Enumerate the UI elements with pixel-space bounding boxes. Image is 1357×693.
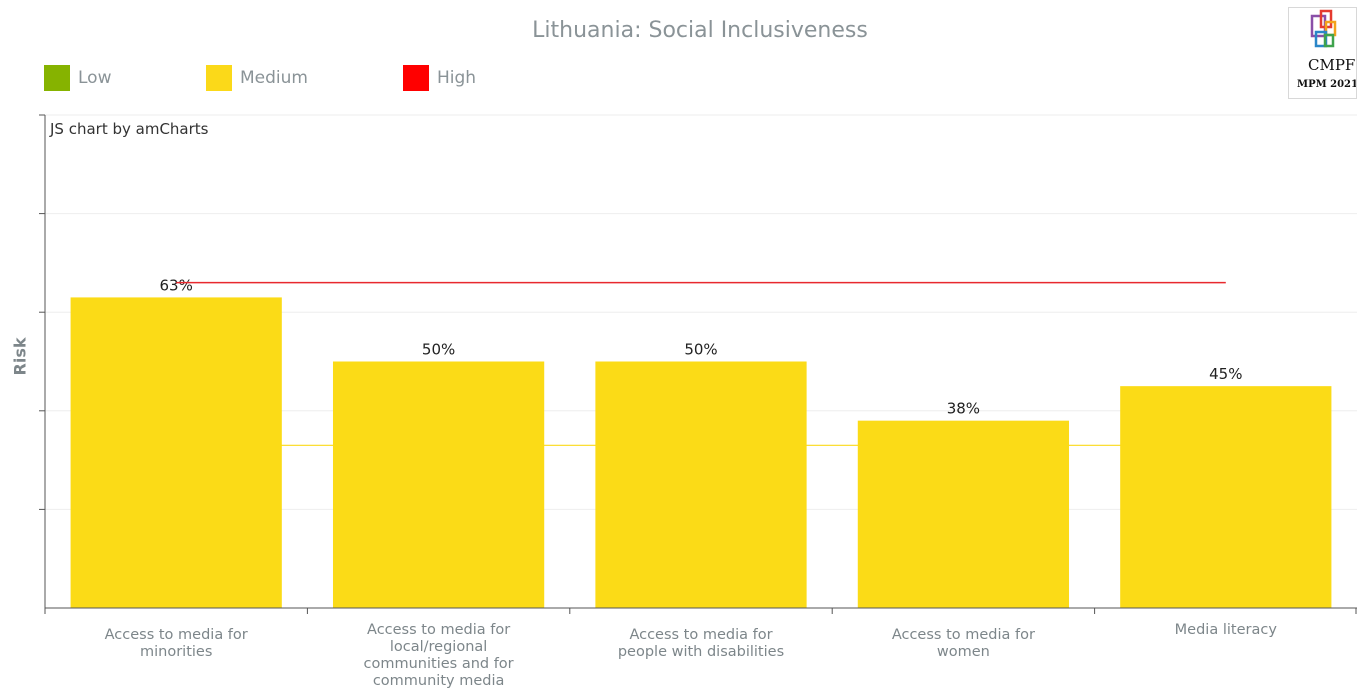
legend-label-low: Low	[78, 68, 112, 88]
x-tick-label-3: Access to media for people with disabilit…	[591, 627, 811, 661]
x-tick-label-line: communities and for	[363, 656, 514, 672]
bar-4	[857, 420, 1070, 608]
bar-2	[332, 361, 545, 608]
legend-label-high: High	[437, 68, 477, 88]
bar-5	[1120, 386, 1332, 608]
x-tick-label-line: local/regional	[389, 639, 488, 655]
bar-1	[70, 297, 282, 608]
x-tick-label-line: people with disabilities	[617, 644, 785, 660]
legend-swatch-high	[403, 65, 429, 91]
bar-3	[595, 361, 807, 608]
value-label-1: 63%	[160, 276, 193, 294]
legend-item-low[interactable]: Low	[44, 65, 111, 91]
x-tick-label-line: Media literacy	[1174, 622, 1277, 638]
x-tick-label-2: Access to media for local/regional communi…	[329, 622, 549, 690]
amcharts-credit[interactable]: JS chart by amCharts	[50, 120, 209, 138]
legend-label-medium: Medium	[240, 68, 308, 88]
legend-item-high[interactable]: High	[403, 65, 476, 91]
x-tick-label-line: minorities	[139, 644, 213, 660]
cmpf-logo[interactable]: CMPF MPM 2021	[1288, 7, 1357, 99]
x-tick-label-line: women	[936, 644, 990, 660]
logo-subtext: MPM 2021	[1297, 79, 1357, 90]
x-tick-label-5: Media literacy	[1116, 622, 1336, 639]
value-label-5: 45%	[1209, 365, 1242, 383]
x-tick-label-1: Access to media for minorities	[66, 627, 286, 661]
logo-text: CMPF	[1308, 56, 1356, 74]
value-label-3: 50%	[684, 341, 717, 359]
x-tick-label-line: Access to media for	[629, 627, 773, 643]
chart-title: Lithuania: Social Inclusiveness	[532, 18, 868, 43]
x-tick-label-line: community media	[372, 673, 505, 689]
value-label-4: 38%	[947, 400, 980, 418]
x-tick-label-line: Access to media for	[367, 622, 511, 638]
x-tick-label-line: Access to media for	[104, 627, 248, 643]
legend-swatch-medium	[206, 65, 232, 91]
cmpf-logo-icon	[1310, 9, 1337, 48]
legend-item-medium[interactable]: Medium	[206, 65, 308, 91]
value-label-2: 50%	[422, 341, 455, 359]
x-tick-label-4: Access to media for women	[853, 627, 1073, 661]
legend-swatch-low	[44, 65, 70, 91]
x-tick-label-line: Access to media for	[891, 627, 1035, 643]
